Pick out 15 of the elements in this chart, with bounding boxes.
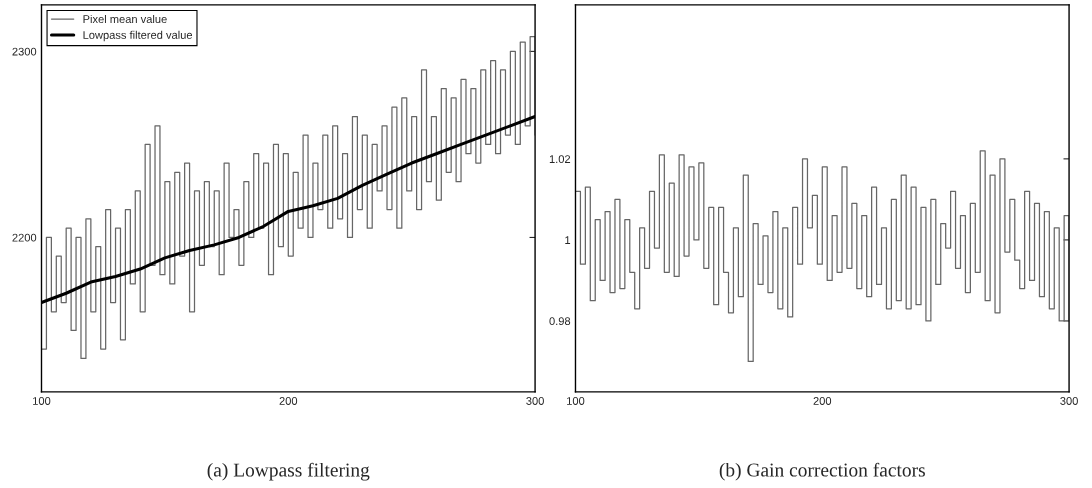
text: (a) Lowpass filtering [207,462,370,481]
y-tick-label: 1.02 [549,155,571,163]
x-tick-label: 200 [813,397,832,405]
y-tick-label: 2300 [12,47,37,56]
x-tick-label: 300 [526,397,544,405]
text: (b) Gain correction factors [719,462,925,481]
x-tick-label: 100 [567,397,585,405]
x-tick-label: 200 [279,397,298,405]
legend-label: Pixel mean value [83,14,167,24]
legend-label: Lowpass filtered value [83,30,193,42]
x-tick-label: 100 [33,397,51,405]
x-tick-label: 300 [1060,397,1078,405]
y-tick-label: 2200 [12,233,37,242]
y-tick-label: 0.98 [549,317,571,326]
y-tick-label: 1 [565,236,571,244]
